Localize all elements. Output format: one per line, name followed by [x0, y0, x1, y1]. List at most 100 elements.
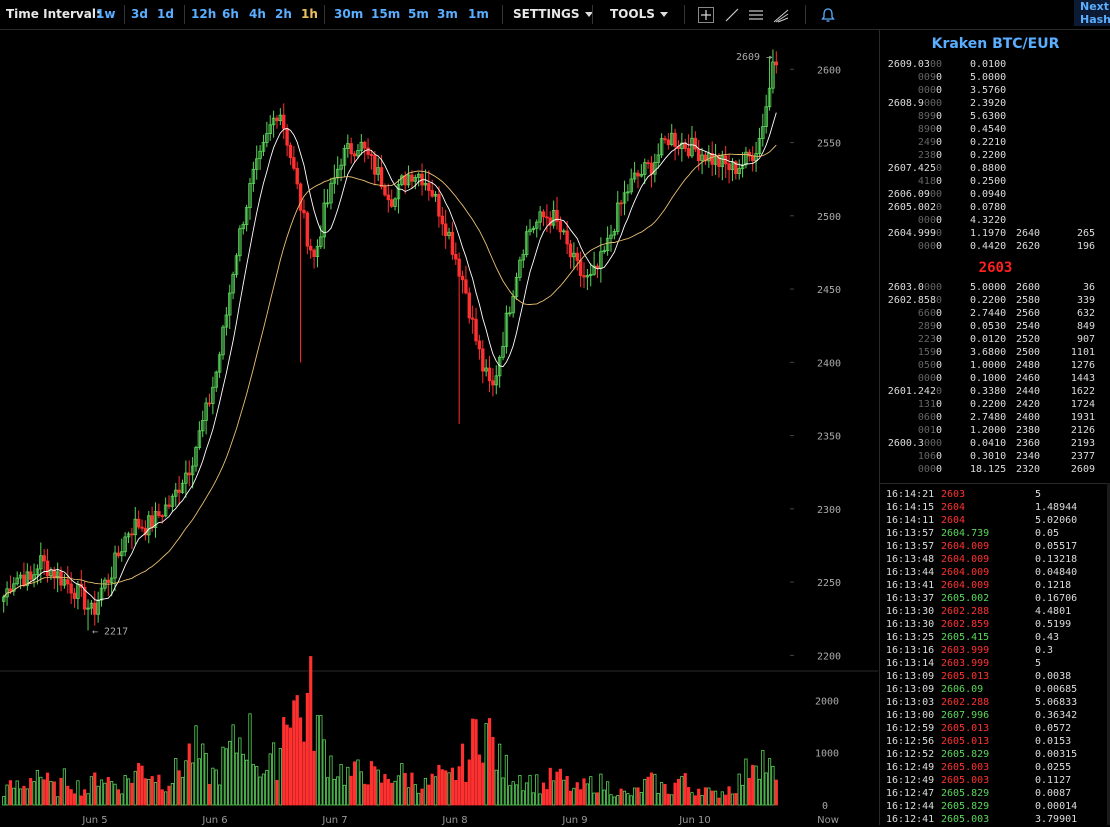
trade-row[interactable]: 16:13:09 2605.013 0.0038	[880, 671, 1110, 684]
orderbook-row[interactable]: 4180 0.2500	[880, 176, 1110, 189]
trade-row[interactable]: 16:14:15 2604 1.48944	[880, 502, 1110, 515]
alert-bell-icon[interactable]	[819, 6, 837, 24]
interval-30m[interactable]: 30m	[334, 7, 364, 21]
orderbook-row[interactable]: 0000 18.125 2320 2609	[880, 464, 1110, 477]
interval-12h[interactable]: 12h	[191, 7, 217, 21]
trade-row[interactable]: 16:12:56 2605.013 0.0153	[880, 736, 1110, 749]
trade-row[interactable]: 16:12:41 2605.003 3.79901	[880, 814, 1110, 827]
orderbook-row[interactable]: 1590 3.6800 2500 1101	[880, 347, 1110, 360]
trade-history-scrollbar[interactable]	[1107, 483, 1110, 825]
trade-row[interactable]: 16:13:16 2603.999 0.3	[880, 645, 1110, 658]
orderbook-row[interactable]: 0000 0.4420 2620 196	[880, 241, 1110, 254]
candle-body	[349, 143, 353, 155]
volume-bar	[224, 748, 228, 806]
orderbook-price: 1310	[886, 399, 942, 410]
trade-amount: 0.00685	[1035, 684, 1078, 695]
line-icon[interactable]	[723, 6, 741, 24]
orderbook-size: 0.2210	[970, 137, 1007, 148]
pitchfork-icon[interactable]	[772, 6, 790, 24]
interval-6h[interactable]: 6h	[222, 7, 239, 21]
trade-row[interactable]: 16:13:14 2603.999 5	[880, 658, 1110, 671]
interval-1h[interactable]: 1h	[301, 7, 318, 21]
orderbook-row[interactable]: 0090 5.0000	[880, 72, 1110, 85]
trade-row[interactable]: 16:12:59 2605.013 0.0572	[880, 723, 1110, 736]
interval-3m[interactable]: 3m	[437, 7, 458, 21]
price-tail: 0	[935, 425, 942, 436]
candlestick-chart[interactable]: 2200 2250 2300 2350 2400 2450 2500 2550 2600 0 100…	[0, 30, 878, 825]
price-dim: 890	[917, 124, 936, 135]
orderbook-row[interactable]: 2606.0900 0.0940	[880, 189, 1110, 202]
orderbook-row[interactable]: 2602.8580 0.2200 2580 339	[880, 295, 1110, 308]
orderbook-row[interactable]: 8990 5.6300	[880, 111, 1110, 124]
interval-5m[interactable]: 5m	[408, 7, 429, 21]
price-chart-area[interactable]: 2200 2250 2300 2350 2400 2450 2500 2550 2600 0 100…	[0, 30, 878, 825]
trade-price: 2602.288	[941, 606, 990, 617]
orderbook-row[interactable]: 8900 0.4540	[880, 124, 1110, 137]
orderbook-row[interactable]: 2890 0.0530 2540 849	[880, 321, 1110, 334]
trade-row[interactable]: 16:13:30 2602.859 0.5199	[880, 619, 1110, 632]
trade-row[interactable]: 16:13:09 2606.09 0.00685	[880, 684, 1110, 697]
candle-body	[214, 371, 218, 388]
trade-row[interactable]: 16:13:30 2602.288 4.4801	[880, 606, 1110, 619]
trade-row[interactable]: 16:13:41 2604.009 0.1218	[880, 580, 1110, 593]
candle-body	[710, 153, 714, 165]
orderbook-row[interactable]: 2603.0000 5.0000 2600 36	[880, 282, 1110, 295]
volume-bar	[737, 773, 741, 806]
orderbook-row[interactable]: 2607.4250 0.8800	[880, 163, 1110, 176]
orderbook-row[interactable]: 0000 4.3220	[880, 215, 1110, 228]
trade-row[interactable]: 16:14:21 2603 5	[880, 489, 1110, 502]
candle-body	[93, 602, 97, 615]
orderbook-row[interactable]: 0000 3.5760	[880, 85, 1110, 98]
orderbook-row[interactable]: 2605.0020 0.0780	[880, 202, 1110, 215]
trade-row[interactable]: 16:13:25 2605.415 0.43	[880, 632, 1110, 645]
interval-2h[interactable]: 2h	[275, 7, 292, 21]
trade-row[interactable]: 16:13:48 2604.009 0.13218	[880, 554, 1110, 567]
price-dim: 001	[917, 425, 936, 436]
trade-row[interactable]: 16:13:37 2605.002 0.16706	[880, 593, 1110, 606]
orderbook-row[interactable]: 6600 2.7440 2560 632	[880, 308, 1110, 321]
trade-row[interactable]: 16:14:11 2604 5.02060	[880, 515, 1110, 528]
trade-row[interactable]: 16:12:44 2605.829 0.00014	[880, 801, 1110, 814]
horizontal-lines-icon[interactable]	[747, 6, 765, 24]
orderbook-row[interactable]: 1060 0.3010 2340 2377	[880, 451, 1110, 464]
orderbook-row[interactable]: 0500 1.0000 2480 1276	[880, 360, 1110, 373]
crosshair-icon[interactable]	[697, 6, 715, 24]
orderbook-price: 2380	[886, 150, 942, 161]
orderbook-row[interactable]: 2600.3000 0.0410 2360 2193	[880, 438, 1110, 451]
trade-row[interactable]: 16:13:57 2604.009 0.05517	[880, 541, 1110, 554]
orderbook-row[interactable]: 2609.0300 0.0100	[880, 59, 1110, 72]
trade-row[interactable]: 16:12:52 2605.829 0.00315	[880, 749, 1110, 762]
orderbook-row[interactable]: 1310 0.2200 2420 1724	[880, 399, 1110, 412]
trade-row[interactable]: 16:13:57 2604.739 0.05	[880, 528, 1110, 541]
orderbook-row[interactable]: 0000 0.1000 2460 1443	[880, 373, 1110, 386]
price-tail: 0	[935, 176, 942, 187]
orderbook-row[interactable]: 2608.9000 2.3920	[880, 98, 1110, 111]
trade-row[interactable]: 16:12:47 2605.829 0.0087	[880, 788, 1110, 801]
volume-bar	[309, 656, 313, 806]
interval-3d[interactable]: 3d	[131, 7, 148, 21]
interval-1w[interactable]: 1w	[96, 7, 116, 21]
interval-15m[interactable]: 15m	[371, 7, 401, 21]
volume-bar	[133, 770, 137, 806]
interval-1d[interactable]: 1d	[157, 7, 174, 21]
interval-1m[interactable]: 1m	[468, 7, 489, 21]
trade-row[interactable]: 16:12:49 2605.003 0.0255	[880, 762, 1110, 775]
orderbook-row[interactable]: 0600 2.7480 2400 1931	[880, 412, 1110, 425]
trade-row[interactable]: 16:12:49 2605.003 0.1127	[880, 775, 1110, 788]
next-hash-link[interactable]: Next Hash	[1074, 0, 1110, 26]
interval-4h[interactable]: 4h	[249, 7, 266, 21]
trade-row[interactable]: 16:13:44 2604.009 0.04840	[880, 567, 1110, 580]
settings-menu-button[interactable]: SETTINGS	[513, 7, 593, 21]
candle-body	[454, 254, 458, 260]
orderbook-row[interactable]: 2230 0.0120 2520 907	[880, 334, 1110, 347]
orderbook-row[interactable]: 2601.2420 0.3380 2440 1622	[880, 386, 1110, 399]
candle-body	[120, 551, 124, 557]
tools-menu-button[interactable]: TOOLS	[610, 7, 668, 21]
trade-row[interactable]: 16:13:03 2602.288 5.06833	[880, 697, 1110, 710]
orderbook-row[interactable]: 2490 0.2210	[880, 137, 1110, 150]
orderbook-row[interactable]: 2380 0.2200	[880, 150, 1110, 163]
orderbook-row[interactable]: 0010 1.2000 2380 2126	[880, 425, 1110, 438]
trade-row[interactable]: 16:13:00 2607.996 0.36342	[880, 710, 1110, 723]
orderbook-row[interactable]: 2604.9990 1.1970 2640 265	[880, 228, 1110, 241]
candle-body	[130, 533, 134, 536]
